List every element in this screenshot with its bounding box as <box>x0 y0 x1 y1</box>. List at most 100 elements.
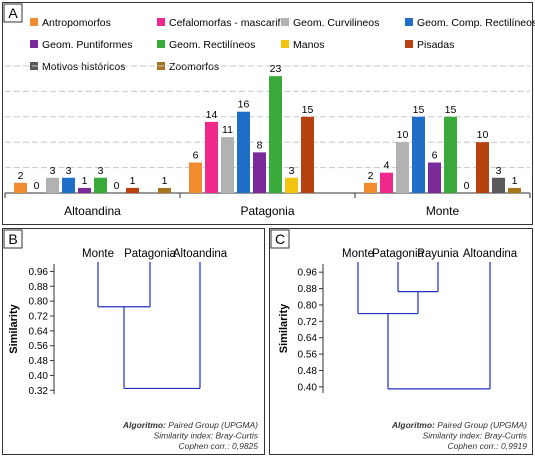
footer-key: Algoritmo: <box>391 420 435 430</box>
bar-value-label: 15 <box>302 104 314 116</box>
bar-value-label: 14 <box>206 109 218 121</box>
legend-swatch <box>30 18 38 26</box>
leaf-label: Payunia <box>417 248 459 260</box>
bar <box>237 112 250 193</box>
bar <box>221 137 234 193</box>
y-tick-label: 0.56 <box>29 341 49 352</box>
bar-value-label: 1 <box>130 175 136 187</box>
legend-label: Geom. Comp. Rectilíneos <box>417 17 535 29</box>
footer-key: Algoritmo: <box>122 420 166 430</box>
legend-swatch <box>281 40 289 48</box>
footer-value: Cophen corr.: 0,9825 <box>178 441 258 451</box>
panel-a-label: A <box>8 5 18 21</box>
y-axis-label: Similarity <box>8 303 20 353</box>
bar <box>253 152 266 193</box>
y-tick-label: 0.80 <box>29 297 49 308</box>
category-label: Monte <box>426 204 460 218</box>
bar <box>444 117 457 193</box>
bar-value-label: 0 <box>114 180 120 192</box>
y-tick-label: 0.88 <box>29 282 49 293</box>
bar <box>205 122 218 193</box>
bar <box>380 173 393 193</box>
legend-label: Pisadas <box>417 39 454 51</box>
bar <box>94 178 107 193</box>
y-tick-label: 0.64 <box>29 326 49 337</box>
y-tick-label: 0.32 <box>29 386 49 397</box>
bar-value-label: 1 <box>512 175 518 187</box>
bar-value-label: 3 <box>98 165 104 177</box>
bar-value-label: 2 <box>18 170 24 182</box>
footer-value: Paired Group (UPGMA) <box>435 420 527 430</box>
bar <box>364 183 377 193</box>
footer-line: Cophen corr.: 0,9825 <box>178 441 258 451</box>
bar <box>396 142 409 193</box>
legend-label: Manos <box>293 39 325 51</box>
leaf-label: Monte <box>342 248 374 260</box>
bar-value-label: 3 <box>66 165 72 177</box>
bar-value-label: 3 <box>289 165 295 177</box>
bar <box>476 142 489 193</box>
bar-value-label: 15 <box>413 104 425 116</box>
bar-value-label: 10 <box>477 129 489 141</box>
y-tick-label: 0.72 <box>29 312 49 323</box>
bar <box>78 188 91 193</box>
legend-swatch <box>30 40 38 48</box>
bar <box>301 117 314 193</box>
leaf-label: Monte <box>82 248 114 260</box>
footer-line: Similarity index: Bray-Curtis <box>154 431 259 441</box>
footer-value: Similarity index: Bray-Curtis <box>154 431 259 441</box>
legend-swatch <box>157 40 165 48</box>
legend-swatch <box>157 18 165 26</box>
bar <box>285 178 298 193</box>
bar <box>412 117 425 193</box>
legend-label: Geom. Puntiformes <box>42 39 132 51</box>
bar-value-label: 8 <box>257 139 263 151</box>
footer-line: Algoritmo: Paired Group (UPGMA) <box>122 420 258 430</box>
bar <box>492 178 505 193</box>
legend-label: Zoomorfos <box>169 61 219 73</box>
bar-value-label: 3 <box>50 165 56 177</box>
legend-label: Motivos históricos <box>42 61 125 73</box>
leaf-label: Patagonia <box>124 248 176 260</box>
y-tick-label: 0.48 <box>298 366 318 377</box>
category-label: Altoandina <box>64 204 121 218</box>
bar <box>62 178 75 193</box>
bar <box>126 188 139 193</box>
y-tick-label: 0.96 <box>29 267 49 278</box>
bar <box>14 183 27 193</box>
legend-label: Geom. Curvilineos <box>293 17 379 29</box>
y-axis-label: Similarity <box>278 303 290 353</box>
bar-value-label: 0 <box>34 180 40 192</box>
bar-value-label: 10 <box>397 129 409 141</box>
bar <box>508 188 521 193</box>
y-tick-label: 0.56 <box>298 350 318 361</box>
bar-value-label: 6 <box>432 150 438 162</box>
panel-label: C <box>275 231 285 247</box>
bar-value-label: 2 <box>368 170 374 182</box>
bar-value-label: 11 <box>222 124 233 136</box>
bar <box>158 188 171 193</box>
panel-label: B <box>8 231 17 247</box>
legend-label: Geom. Rectilíneos <box>169 39 255 51</box>
bar-value-label: 6 <box>193 150 199 162</box>
footer-value: Paired Group (UPGMA) <box>166 420 258 430</box>
bar-value-label: 1 <box>162 175 168 187</box>
legend-swatch <box>405 18 413 26</box>
footer-line: Cophen corr.: 0,9919 <box>447 441 527 451</box>
y-tick-label: 0.40 <box>298 382 318 393</box>
bar-value-label: 23 <box>270 63 282 75</box>
bar <box>269 76 282 193</box>
y-tick-label: 0.96 <box>298 268 318 279</box>
leaf-label: Altoandina <box>173 248 228 260</box>
y-tick-label: 0.48 <box>29 356 49 367</box>
footer-value: Cophen corr.: 0,9919 <box>447 441 527 451</box>
legend-label: Antropomorfos <box>42 17 111 29</box>
bar <box>428 163 441 193</box>
legend-swatch <box>281 18 289 26</box>
bar <box>189 163 202 193</box>
legend-label: Cefalomorfas - mascarif. <box>169 17 283 29</box>
category-label: Patagonia <box>240 204 294 218</box>
y-tick-label: 0.88 <box>298 284 318 295</box>
bar-value-label: 0 <box>464 180 470 192</box>
